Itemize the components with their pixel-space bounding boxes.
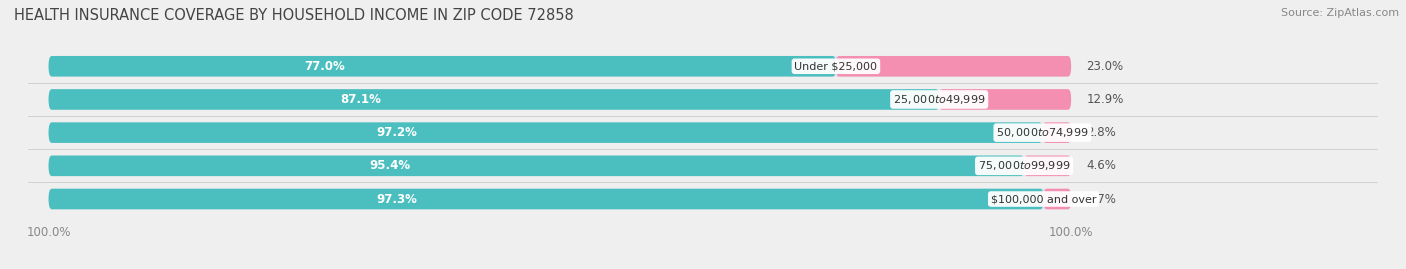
Text: 97.2%: 97.2%: [375, 126, 416, 139]
FancyBboxPatch shape: [49, 122, 1071, 143]
FancyBboxPatch shape: [49, 155, 1024, 176]
Text: 2.7%: 2.7%: [1087, 193, 1116, 206]
FancyBboxPatch shape: [49, 56, 837, 77]
FancyBboxPatch shape: [49, 122, 1042, 143]
FancyBboxPatch shape: [49, 89, 1071, 110]
FancyBboxPatch shape: [49, 189, 1043, 209]
FancyBboxPatch shape: [1043, 189, 1071, 209]
Text: 95.4%: 95.4%: [370, 159, 411, 172]
Text: $25,000 to $49,999: $25,000 to $49,999: [893, 93, 986, 106]
Text: 23.0%: 23.0%: [1087, 60, 1123, 73]
Text: $75,000 to $99,999: $75,000 to $99,999: [977, 159, 1070, 172]
FancyBboxPatch shape: [49, 56, 1071, 77]
FancyBboxPatch shape: [939, 89, 1071, 110]
Text: 77.0%: 77.0%: [304, 60, 344, 73]
FancyBboxPatch shape: [1042, 122, 1071, 143]
Text: 4.6%: 4.6%: [1087, 159, 1116, 172]
Text: $100,000 and over: $100,000 and over: [991, 194, 1097, 204]
FancyBboxPatch shape: [1024, 155, 1071, 176]
Text: 2.8%: 2.8%: [1087, 126, 1116, 139]
Text: $50,000 to $74,999: $50,000 to $74,999: [997, 126, 1088, 139]
FancyBboxPatch shape: [49, 155, 1071, 176]
Text: 87.1%: 87.1%: [340, 93, 381, 106]
FancyBboxPatch shape: [49, 189, 1071, 209]
Text: Under $25,000: Under $25,000: [794, 61, 877, 71]
FancyBboxPatch shape: [837, 56, 1071, 77]
Text: 97.3%: 97.3%: [377, 193, 418, 206]
Text: HEALTH INSURANCE COVERAGE BY HOUSEHOLD INCOME IN ZIP CODE 72858: HEALTH INSURANCE COVERAGE BY HOUSEHOLD I…: [14, 8, 574, 23]
FancyBboxPatch shape: [49, 89, 939, 110]
Text: 12.9%: 12.9%: [1087, 93, 1123, 106]
Text: Source: ZipAtlas.com: Source: ZipAtlas.com: [1281, 8, 1399, 18]
